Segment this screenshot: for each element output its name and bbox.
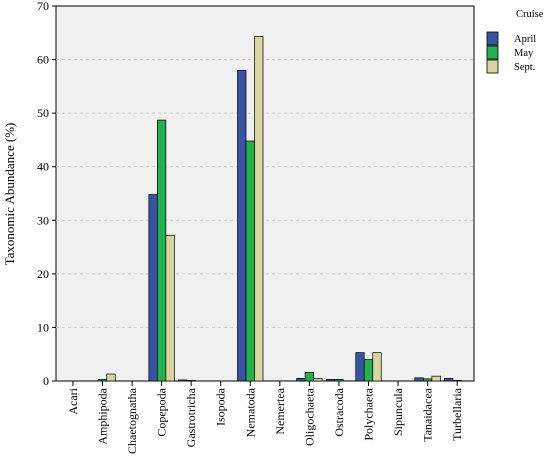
x-tick-label: Gastrotricha <box>184 387 198 447</box>
bar <box>363 359 374 382</box>
y-axis-label: Taxonomic Abundance (%) <box>2 123 17 266</box>
x-axis: Acari Amphipoda Chaetognatha Copepoda Gastro… <box>66 381 464 454</box>
legend: Cruise April May Sept. <box>486 9 544 74</box>
bar <box>304 372 314 382</box>
legend-label: May <box>514 48 534 59</box>
bar <box>325 379 336 382</box>
legend-swatch <box>486 31 499 46</box>
bar <box>237 69 247 382</box>
legend-label: April <box>514 34 536 45</box>
x-tick-label: Oligochaeta <box>302 387 316 446</box>
bar <box>148 194 158 382</box>
bar <box>334 379 344 382</box>
legend-swatch <box>486 59 499 74</box>
bar <box>165 234 175 382</box>
legend-swatch <box>486 45 499 60</box>
bar <box>296 377 306 382</box>
x-tick-label: Polychaeta <box>362 387 376 440</box>
x-tick-label: Nemertea <box>273 387 287 434</box>
x-tick-label: Nematoda <box>243 387 257 437</box>
y-tick-label: 10 <box>37 320 49 334</box>
y-tick-label: 40 <box>37 160 49 174</box>
x-tick-label: Ostracoda <box>332 387 346 436</box>
gridlines <box>56 59 474 328</box>
bar <box>355 352 365 382</box>
y-tick-label: 20 <box>37 267 49 281</box>
y-tick-label: 50 <box>37 106 49 120</box>
bar <box>431 375 441 382</box>
x-tick-label: Chaetognatha <box>125 387 139 454</box>
bar <box>444 377 454 382</box>
bar <box>372 352 382 382</box>
x-tick-label: Turbellaria <box>450 387 464 441</box>
bar <box>313 377 323 382</box>
bar <box>245 140 255 382</box>
x-tick-label: Copepoda <box>155 387 169 436</box>
legend-label: Sept. <box>514 62 535 73</box>
legend-title: Cruise <box>516 9 544 20</box>
bar <box>452 380 462 382</box>
y-tick-label: 70 <box>37 0 49 13</box>
bar <box>423 378 433 382</box>
bar <box>186 380 196 382</box>
bar <box>414 377 424 382</box>
x-tick-label: Isopoda <box>214 387 228 426</box>
x-tick-label: Tanaidacea <box>421 387 435 441</box>
y-tick-label: 30 <box>37 213 49 227</box>
y-tick-label: 0 <box>43 374 49 388</box>
y-axis: 0 10 20 30 40 50 60 70 <box>37 0 56 388</box>
x-tick-label: Sipuncula <box>391 387 405 436</box>
bar <box>157 119 167 382</box>
bar <box>254 36 264 382</box>
x-tick-label: Amphipoda <box>95 387 109 444</box>
bar <box>178 379 188 382</box>
x-tick-label: Acari <box>66 387 80 414</box>
bar <box>106 373 116 382</box>
plot-background <box>55 5 475 382</box>
bars <box>97 36 462 382</box>
bar <box>97 379 108 382</box>
y-tick-label: 60 <box>37 53 49 67</box>
